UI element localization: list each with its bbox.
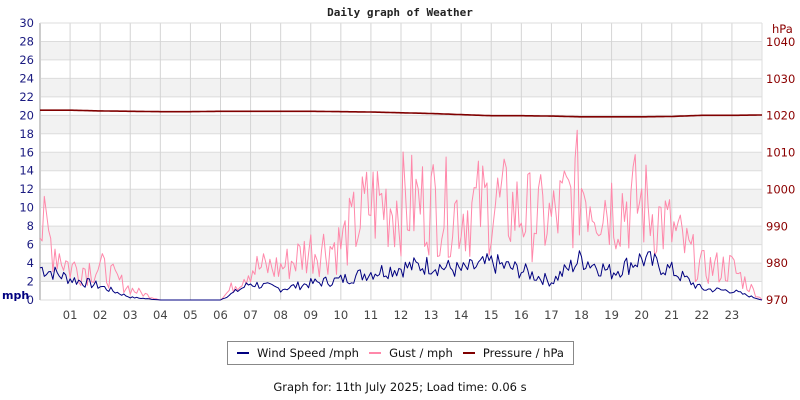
svg-text:20: 20 <box>634 308 649 322</box>
svg-text:990: 990 <box>766 219 788 233</box>
legend-item-pressure: Pressure / hPa <box>462 346 564 360</box>
svg-text:6: 6 <box>27 238 34 252</box>
svg-text:980: 980 <box>766 256 788 270</box>
svg-text:13: 13 <box>424 308 439 322</box>
svg-text:1040: 1040 <box>766 35 795 49</box>
svg-text:hPa: hPa <box>772 22 793 36</box>
svg-text:23: 23 <box>725 308 740 322</box>
svg-text:02: 02 <box>93 308 108 322</box>
svg-text:1000: 1000 <box>766 182 795 196</box>
svg-text:24: 24 <box>19 71 34 85</box>
svg-text:18: 18 <box>574 308 589 322</box>
svg-text:18: 18 <box>19 127 34 141</box>
svg-text:1030: 1030 <box>766 72 795 86</box>
svg-text:17: 17 <box>544 308 559 322</box>
svg-text:970: 970 <box>766 293 788 307</box>
svg-text:8: 8 <box>27 219 34 233</box>
svg-text:08: 08 <box>273 308 288 322</box>
legend-label: Gust / mph <box>389 346 453 360</box>
chart-legend: Wind Speed /mph Gust / mph Pressure / hP… <box>227 341 574 365</box>
legend-label: Pressure / hPa <box>482 346 564 360</box>
series-lines <box>39 109 763 301</box>
svg-text:04: 04 <box>153 308 168 322</box>
gust-swatch-icon <box>369 352 382 354</box>
svg-text:14: 14 <box>19 164 34 178</box>
svg-text:26: 26 <box>19 53 34 67</box>
svg-text:11: 11 <box>364 308 379 322</box>
svg-text:1020: 1020 <box>766 109 795 123</box>
svg-text:12: 12 <box>19 182 34 196</box>
chart-title: Daily graph of Weather <box>327 6 473 19</box>
svg-text:10: 10 <box>19 201 34 215</box>
svg-text:22: 22 <box>19 90 34 104</box>
svg-text:1010: 1010 <box>766 146 795 160</box>
svg-text:01: 01 <box>63 308 78 322</box>
svg-text:07: 07 <box>243 308 258 322</box>
svg-text:2: 2 <box>27 275 34 289</box>
svg-text:12: 12 <box>394 308 409 322</box>
pressure-hpaline <box>40 109 762 118</box>
svg-text:19: 19 <box>604 308 619 322</box>
svg-text:09: 09 <box>303 308 318 322</box>
svg-text:06: 06 <box>213 308 228 322</box>
svg-text:16: 16 <box>514 308 529 322</box>
svg-text:4: 4 <box>27 256 34 270</box>
svg-text:28: 28 <box>19 34 34 48</box>
svg-text:22: 22 <box>695 308 710 322</box>
graph-footer: Graph for: 11th July 2025; Load time: 0.… <box>273 380 527 394</box>
pressure-swatch-icon <box>462 352 475 354</box>
svg-text:15: 15 <box>484 308 499 322</box>
legend-item-gust: Gust / mph <box>369 346 453 360</box>
svg-text:0: 0 <box>27 293 34 307</box>
legend-label: Wind Speed /mph <box>257 346 359 360</box>
svg-text:14: 14 <box>454 308 469 322</box>
svg-text:05: 05 <box>183 308 198 322</box>
svg-text:21: 21 <box>664 308 679 322</box>
wind-speed-mphline <box>39 250 763 301</box>
svg-text:mph: mph <box>2 289 29 302</box>
x-axis: 01 02 03 04 05 06 07 08 09 10 11 12 13 14 15 16 17 18 19 20… <box>63 308 739 322</box>
legend-item-wind-speed: Wind Speed /mph <box>237 346 359 360</box>
svg-text:16: 16 <box>19 145 34 159</box>
svg-text:03: 03 <box>123 308 138 322</box>
svg-text:10: 10 <box>334 308 349 322</box>
svg-text:20: 20 <box>19 108 34 122</box>
svg-text:30: 30 <box>19 16 34 30</box>
wind-speed-swatch-icon <box>237 352 250 354</box>
